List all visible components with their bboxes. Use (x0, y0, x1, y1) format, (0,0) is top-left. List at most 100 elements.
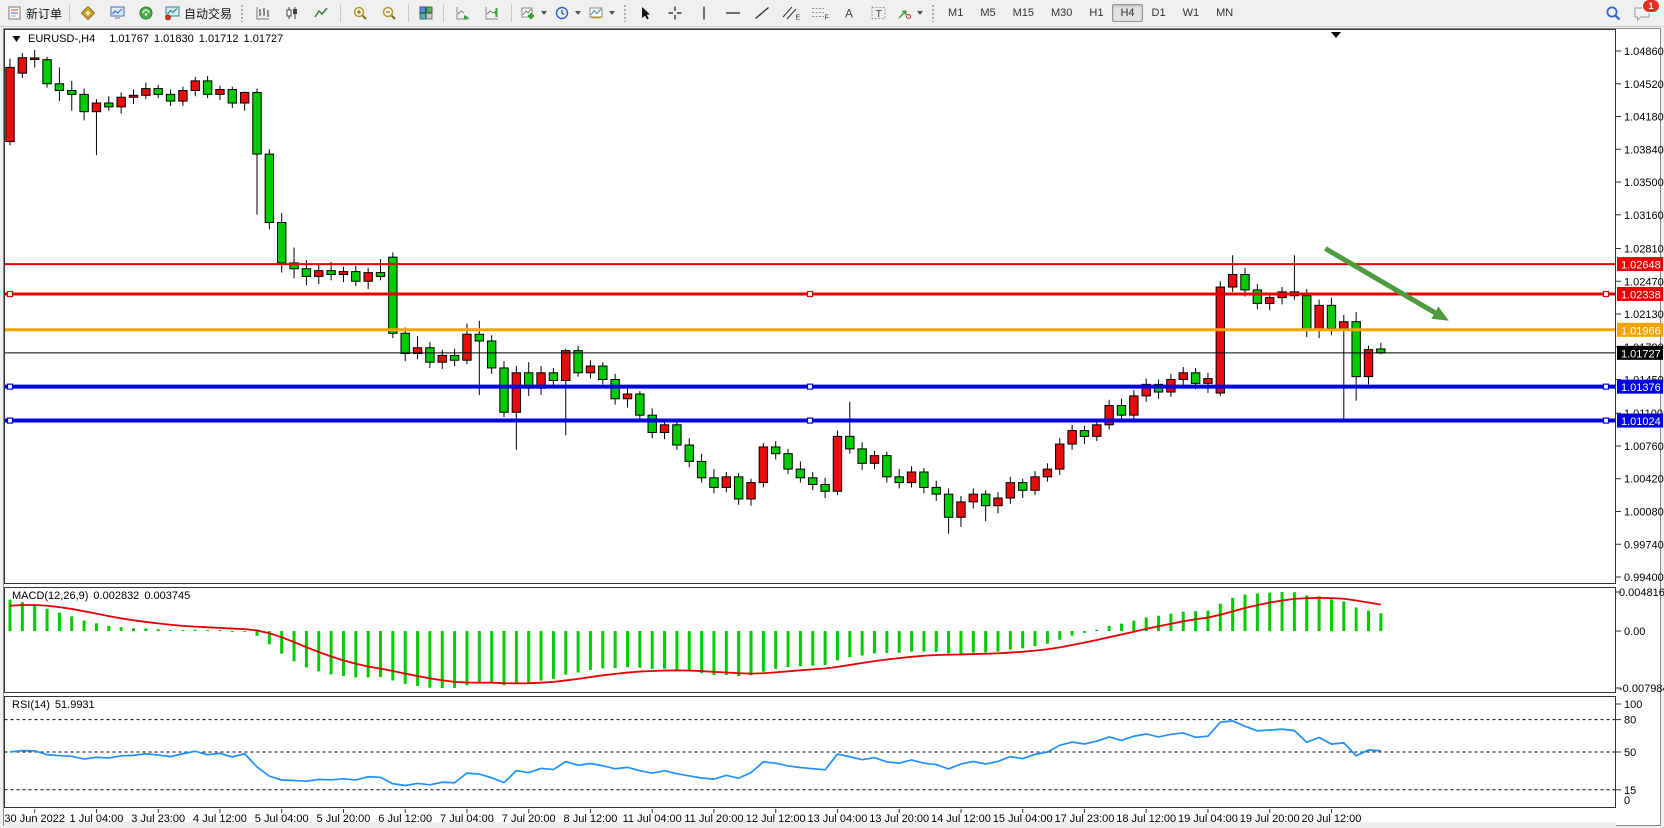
trend-arrow-head[interactable] (1431, 306, 1449, 321)
search-button[interactable] (1599, 2, 1627, 25)
candle (314, 270, 324, 277)
text-label-icon: T (871, 7, 886, 20)
zoom-out-button[interactable] (375, 2, 403, 25)
candle (301, 268, 312, 277)
candle (672, 424, 682, 446)
toolbar-grip[interactable] (240, 4, 245, 22)
axis-label: 1.02810 (1624, 243, 1664, 255)
vertical-line-button[interactable] (690, 2, 718, 25)
line-handle[interactable] (1602, 383, 1610, 390)
timeframe-button-M15[interactable]: M15 (1012, 7, 1034, 19)
rsi-indicator-label: RSI(14) 51.9931 (12, 699, 96, 711)
axis-label: 1.01376 (1621, 382, 1661, 394)
timeframe-button-W1[interactable]: W1 (1182, 7, 1200, 19)
timeframe-button-MN[interactable]: MN (1216, 7, 1234, 19)
fibonacci-button[interactable]: F (806, 2, 834, 25)
macd-pane-canvas[interactable] (4, 587, 1616, 694)
new-order-button[interactable]: 新订单 (4, 2, 65, 25)
templates-button[interactable] (585, 2, 618, 25)
candle (1042, 468, 1053, 478)
auto-scroll-button[interactable] (449, 2, 477, 25)
line-handle[interactable] (1602, 417, 1610, 424)
candlestick-chart-button[interactable] (278, 2, 306, 25)
text-icon: A (845, 7, 853, 21)
search-icon (1606, 6, 1620, 20)
candle (375, 272, 386, 277)
metaeditor-button[interactable] (74, 2, 102, 25)
timeframe-button-D1[interactable]: D1 (1151, 7, 1166, 19)
candle (956, 501, 966, 518)
timeframe-button-M5[interactable]: M5 (980, 7, 996, 19)
candle (79, 93, 89, 113)
candle (931, 486, 941, 495)
chart-shift-marker[interactable] (1331, 32, 1341, 38)
zoom-in-button[interactable] (346, 2, 374, 25)
candle (684, 444, 694, 462)
cursor-button[interactable] (632, 2, 660, 25)
zoom-out-icon (382, 6, 396, 20)
macd-pane-border (4, 587, 1616, 693)
main-chart-canvas[interactable] (4, 29, 1616, 585)
candle (400, 332, 410, 355)
timeframe-button-H4[interactable]: H4 (1112, 4, 1143, 22)
periods-button[interactable] (551, 2, 584, 25)
trend-arrow-line[interactable] (1324, 246, 1437, 315)
candle (585, 365, 596, 374)
toolbar-separator (511, 4, 513, 22)
line-handle[interactable] (6, 417, 14, 424)
candle (178, 89, 188, 102)
chart-type-group (247, 1, 337, 25)
axis-label: 1.00760 (1624, 441, 1664, 453)
candle (190, 80, 200, 91)
toolbar-separator (408, 4, 410, 22)
axis-label: 1.02130 (1624, 309, 1664, 321)
bar-chart-button[interactable] (249, 2, 277, 25)
candle (795, 468, 806, 479)
timeframe-button-M30[interactable]: M30 (1051, 7, 1073, 19)
candle (338, 271, 349, 276)
crosshair-button[interactable] (661, 2, 689, 25)
chart-shift-button[interactable] (478, 2, 506, 25)
axis-label: 1.01024 (1621, 416, 1661, 428)
candle (499, 367, 509, 413)
autotrading-button[interactable]: 自动交易 (161, 2, 235, 25)
candle (808, 477, 818, 486)
line-handle[interactable] (806, 383, 814, 390)
chat-button[interactable]: 1 (1628, 0, 1660, 25)
arrows-button[interactable] (893, 2, 926, 25)
line-handle[interactable] (6, 383, 14, 390)
toolbar-grip[interactable] (931, 4, 936, 22)
objects-menu-group (515, 1, 620, 25)
price-axis[interactable]: 1.04860 1.04520 1.04180 1.03840 1.03500 1.031… (1616, 29, 1664, 809)
candle (1129, 395, 1139, 416)
candle (227, 89, 238, 104)
candle (721, 476, 731, 488)
timeframe-button-M1[interactable]: M1 (948, 7, 964, 19)
tile-windows-button[interactable] (412, 2, 440, 25)
axis-label: 1.01727 (1621, 348, 1661, 360)
rsi-pane-canvas[interactable] (4, 696, 1616, 809)
line-handle[interactable] (6, 290, 14, 298)
candle (17, 57, 28, 74)
signals-button[interactable] (132, 2, 160, 25)
toolbar-right-group: 1 (1597, 0, 1662, 25)
toolbar-grip[interactable] (623, 4, 628, 22)
candle (202, 80, 213, 95)
line-chart-button[interactable] (307, 2, 335, 25)
text-button[interactable]: A (835, 2, 863, 25)
text-label-button[interactable]: T (864, 2, 892, 25)
line-handle[interactable] (806, 417, 814, 424)
market-watch-button[interactable] (103, 2, 131, 25)
line-handle[interactable] (806, 290, 814, 298)
timeframe-button-H1[interactable]: H1 (1089, 7, 1104, 19)
equidistant-channel-button[interactable]: E (777, 2, 805, 25)
indicators-button[interactable] (517, 2, 550, 25)
rsi-name: RSI(14) (12, 699, 50, 711)
symbol-menu-icon[interactable] (12, 35, 21, 43)
tile-windows-icon (419, 6, 433, 20)
trendline-button[interactable] (748, 2, 776, 25)
horizontal-line-button[interactable] (719, 2, 747, 25)
line-handle[interactable] (1602, 290, 1610, 298)
candle (437, 354, 447, 363)
candle (845, 435, 855, 450)
